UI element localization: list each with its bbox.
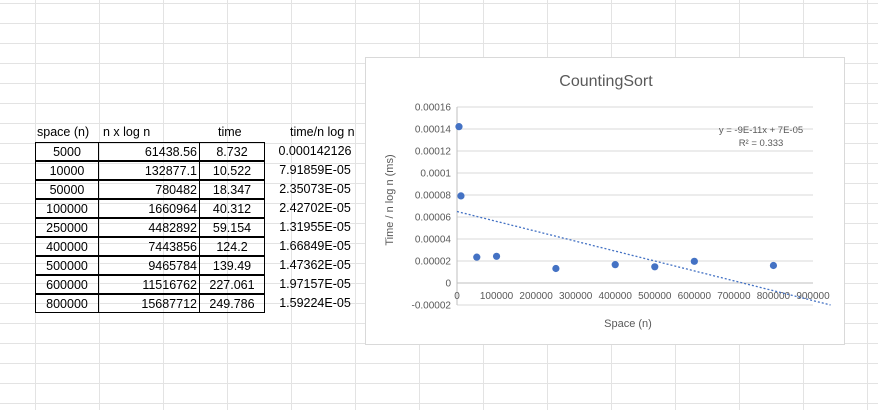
- x-axis-title[interactable]: Space (n): [604, 318, 652, 330]
- cell-time[interactable]: 40.312: [199, 199, 265, 218]
- cell-ratio[interactable]: 2.35073E-05: [279, 182, 351, 196]
- data-point[interactable]: [492, 252, 501, 260]
- cell-ratio[interactable]: 2.42702E-05: [279, 201, 351, 215]
- x-tick-label: 200000: [519, 291, 553, 302]
- x-tick-label: 0: [454, 291, 460, 302]
- scatter-chart: -0.0000200.000020.000040.000060.000080.0…: [384, 73, 831, 330]
- cell-ratio[interactable]: 0.000142126: [278, 144, 352, 158]
- x-tick-labels: 0 100000 200000 300000 400000 500000 600000 700…: [454, 291, 830, 302]
- data-point[interactable]: [552, 264, 560, 273]
- x-tick-label: 500000: [638, 291, 672, 302]
- y-axis-title[interactable]: Time / n log n (ms): [384, 154, 396, 245]
- cell-time[interactable]: 18.347: [199, 180, 265, 199]
- cell-space[interactable]: 400000: [35, 237, 99, 256]
- cell-ratio[interactable]: 1.47362E-05: [279, 258, 351, 272]
- data-points: [455, 123, 778, 273]
- header-time[interactable]: time: [218, 125, 242, 139]
- y-tick-label: 0.0001: [420, 169, 451, 180]
- chart-title[interactable]: CountingSort: [559, 73, 653, 90]
- header-ratio[interactable]: time/n log n: [290, 125, 355, 139]
- data-point[interactable]: [473, 253, 481, 261]
- cell-space[interactable]: 600000: [35, 275, 99, 294]
- cell-space[interactable]: 100000: [35, 199, 99, 218]
- cell-nlogn[interactable]: 1660964: [99, 199, 199, 218]
- cell-space[interactable]: 5000: [35, 142, 99, 161]
- cell-space[interactable]: 250000: [35, 218, 99, 237]
- data-point[interactable]: [611, 261, 619, 269]
- cell-time[interactable]: 227.061: [199, 275, 265, 294]
- y-tick-label: 0.00006: [415, 213, 452, 224]
- cell-ratio[interactable]: 7.91859E-05: [279, 163, 351, 177]
- cell-time[interactable]: 8.732: [199, 142, 265, 161]
- cell-time[interactable]: 59.154: [199, 218, 265, 237]
- y-tick-label: 0.00004: [415, 235, 452, 246]
- y-tick-label: -0.00002: [412, 301, 452, 312]
- cell-space[interactable]: 800000: [35, 294, 99, 313]
- data-point[interactable]: [455, 123, 463, 131]
- cell-time[interactable]: 249.786: [199, 294, 265, 313]
- cell-space[interactable]: 50000: [35, 180, 99, 199]
- cell-nlogn[interactable]: 61438.56: [99, 142, 199, 161]
- trendline-path: [456, 210, 831, 306]
- cell-ratio[interactable]: 1.97157E-05: [279, 277, 351, 291]
- cell-ratio[interactable]: 1.66849E-05: [279, 239, 351, 253]
- y-tick-label: 0.00012: [415, 147, 452, 158]
- cell-nlogn[interactable]: 132877.1: [99, 161, 199, 180]
- trendline-r-squared[interactable]: R² = 0.333: [739, 138, 784, 149]
- data-point[interactable]: [769, 261, 778, 270]
- x-tick-label: 600000: [678, 291, 712, 302]
- cell-nlogn[interactable]: 9465784: [99, 256, 199, 275]
- cell-nlogn[interactable]: 4482892: [99, 218, 199, 237]
- x-tick-label: 900000: [796, 291, 830, 302]
- header-nlogn[interactable]: n x log n: [103, 125, 151, 139]
- cell-ratio[interactable]: 1.59224E-05: [279, 296, 351, 310]
- x-tick-label: 400000: [599, 291, 633, 302]
- cell-nlogn[interactable]: 7443856: [99, 237, 199, 256]
- cell-nlogn[interactable]: 11516762: [99, 275, 199, 294]
- header-space[interactable]: space (n): [37, 125, 90, 139]
- y-tick-label: 0.00002: [415, 257, 452, 268]
- cell-time[interactable]: 10.522: [199, 161, 265, 180]
- x-tick-label: 800000: [757, 291, 791, 302]
- trendline: [456, 210, 831, 306]
- y-tick-label: 0.00014: [415, 125, 452, 136]
- cell-nlogn[interactable]: 15687712: [99, 294, 199, 313]
- cell-time[interactable]: 139.49: [199, 256, 265, 275]
- cell-space[interactable]: 500000: [35, 256, 99, 275]
- gridlines: [456, 106, 813, 306]
- x-tick-label: 100000: [480, 291, 514, 302]
- chart-area[interactable]: -0.00002 0 0.00002 0.00004 0.00006 0.00008 0.0…: [365, 57, 845, 345]
- data-point[interactable]: [690, 257, 698, 265]
- cell-time[interactable]: 124.2: [199, 237, 265, 256]
- x-tick-label: 300000: [559, 291, 593, 302]
- y-tick-label: 0.00008: [415, 191, 452, 202]
- x-tick-label: 700000: [717, 291, 751, 302]
- y-tick-labels: -0.00002 0 0.00002 0.00004 0.00006 0.00008 0.0…: [412, 103, 452, 312]
- y-tick-label: 0.00016: [415, 103, 452, 114]
- data-point[interactable]: [457, 192, 465, 200]
- y-tick-label: 0: [445, 279, 451, 290]
- trendline-equation[interactable]: y = -9E-11x + 7E-05: [719, 125, 803, 136]
- data-point[interactable]: [651, 263, 659, 271]
- cell-space[interactable]: 10000: [35, 161, 99, 180]
- cell-ratio[interactable]: 1.31955E-05: [279, 220, 351, 234]
- cell-nlogn[interactable]: 780482: [99, 180, 199, 199]
